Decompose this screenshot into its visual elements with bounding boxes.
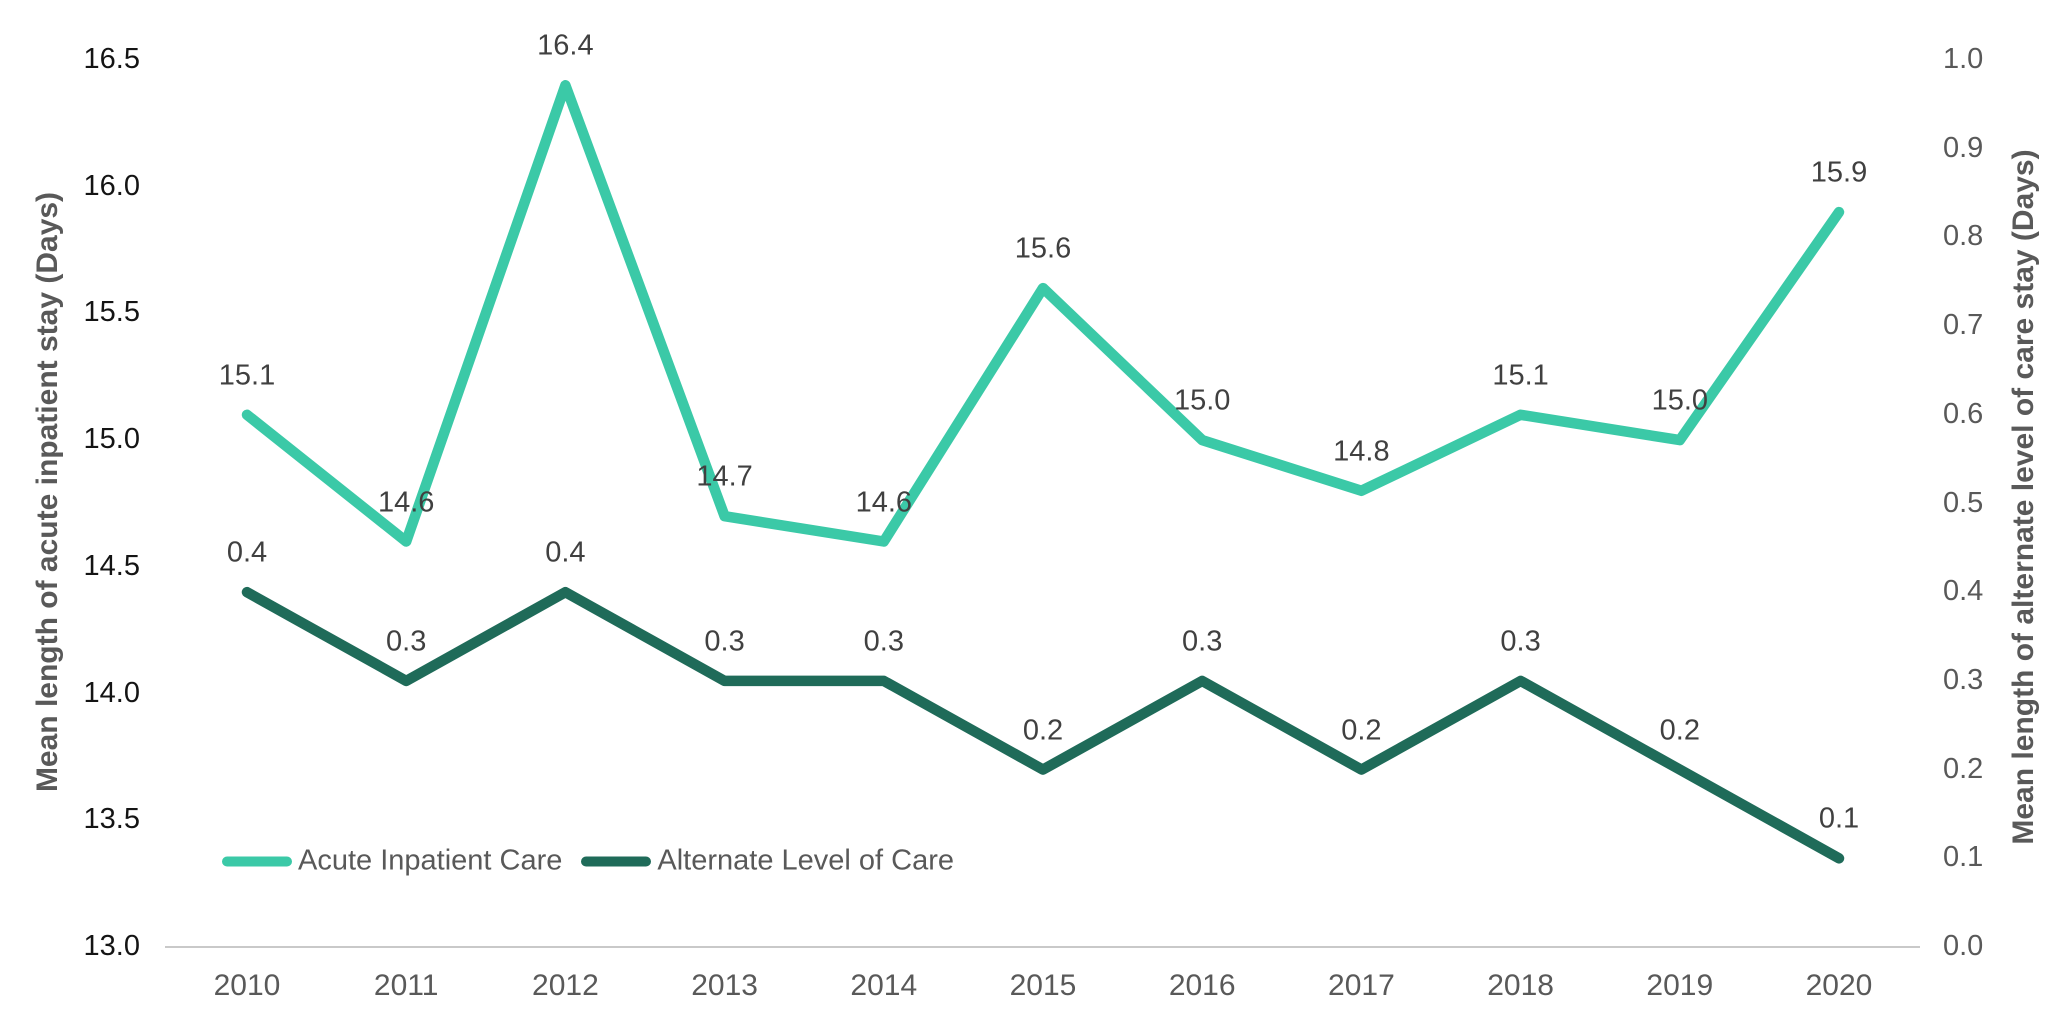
right-axis-tick-label: 0.1 [1943, 841, 1984, 874]
data-label-series-0: 14.7 [696, 460, 753, 493]
left-axis-tick-label: 14.5 [83, 549, 140, 582]
data-label-series-1: 0.1 [1818, 802, 1860, 835]
data-label-series-1: 0.3 [386, 625, 427, 658]
left-axis-tick-label: 15.5 [83, 296, 140, 329]
data-label-series-0: 14.8 [1333, 435, 1390, 468]
data-label-series-0: 15.0 [1173, 384, 1231, 417]
legend-swatch-alc-icon [581, 856, 652, 866]
right-axis-tick-label: 0.4 [1943, 575, 1984, 608]
x-axis-tick-label: 2011 [373, 969, 439, 1002]
left-axis-tick-label: 16.0 [83, 169, 140, 202]
right-axis-tick-label: 0.6 [1943, 397, 1984, 430]
data-label-series-1: 0.2 [1341, 714, 1382, 747]
x-axis-tick-label: 2010 [213, 969, 281, 1002]
legend-label-alc: Alternate Level of Care [657, 844, 955, 877]
data-label-series-1: 0.3 [863, 625, 904, 658]
data-label-series-0: 15.0 [1651, 384, 1709, 417]
data-label-series-1: 0.4 [226, 536, 268, 569]
data-label-series-0: 16.4 [537, 29, 594, 62]
data-label-series-0: 15.6 [1014, 232, 1072, 265]
data-label-series-1: 0.3 [1500, 625, 1541, 658]
x-axis-tick-label: 2016 [1168, 969, 1236, 1002]
right-axis-tick-label: 0.9 [1943, 131, 1984, 164]
data-label-series-0: 15.1 [218, 359, 276, 392]
right-axis-title: Mean length of alternate level of care s… [2007, 149, 2040, 845]
x-axis-tick-label: 2019 [1646, 969, 1714, 1002]
data-label-series-0: 15.9 [1810, 156, 1868, 189]
right-axis-tick-label: 0.2 [1943, 752, 1984, 785]
data-label-series-1: 0.3 [704, 625, 745, 658]
legend-item-acute-inpatient-care: Acute Inpatient Care [222, 845, 562, 878]
right-axis-tick-label: 0.8 [1943, 220, 1984, 253]
right-axis-tick-label: 0.0 [1943, 929, 1984, 962]
legend-swatch-acute-icon [222, 856, 292, 866]
data-label-series-1: 0.2 [1659, 714, 1700, 747]
x-axis-tick-label: 2012 [532, 969, 599, 1002]
data-label-series-0: 15.1 [1492, 359, 1549, 392]
right-axis-tick-label: 0.7 [1943, 308, 1984, 341]
x-axis-tick-label: 2020 [1805, 969, 1873, 1002]
data-label-series-0: 14.6 [377, 486, 435, 518]
data-label-series-0: 14.6 [855, 486, 913, 518]
data-label-series-1: 0.3 [1182, 625, 1223, 658]
left-axis-tick-label: 15.0 [83, 422, 140, 455]
right-axis-tick-label: 0.3 [1943, 663, 1984, 696]
right-axis-tick-label: 0.5 [1943, 486, 1984, 519]
left-axis-tick-label: 16.5 [83, 42, 140, 75]
left-axis-title: Mean length of acute inpatient stay (Day… [31, 191, 64, 793]
x-axis-tick-label: 2018 [1487, 969, 1554, 1002]
left-axis-tick-label: 13.5 [83, 803, 140, 836]
x-axis-tick-label: 2015 [1009, 969, 1077, 1002]
series-line-1 [241, 586, 1845, 864]
x-axis-tick-label: 2014 [850, 969, 918, 1002]
x-axis-tick-label: 2017 [1328, 969, 1395, 1002]
left-axis-tick-label: 13.0 [83, 929, 140, 962]
data-label-series-1: 0.4 [545, 536, 586, 569]
legend: Acute Inpatient Care Alternate Level of … [222, 845, 954, 878]
right-axis-tick-label: 1.0 [1943, 42, 1984, 75]
series-line-0 [241, 80, 1845, 547]
data-label-series-1: 0.2 [1022, 714, 1064, 747]
legend-item-alternate-level-of-care: Alternate Level of Care [581, 845, 954, 878]
left-axis-tick-label: 14.0 [83, 676, 140, 709]
x-axis-tick-label: 2013 [691, 969, 758, 1002]
legend-label-acute: Acute Inpatient Care [298, 844, 563, 877]
